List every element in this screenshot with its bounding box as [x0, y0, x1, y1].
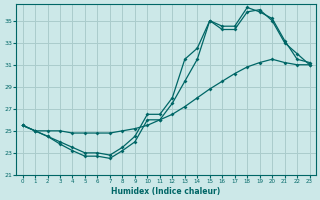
- X-axis label: Humidex (Indice chaleur): Humidex (Indice chaleur): [111, 187, 221, 196]
